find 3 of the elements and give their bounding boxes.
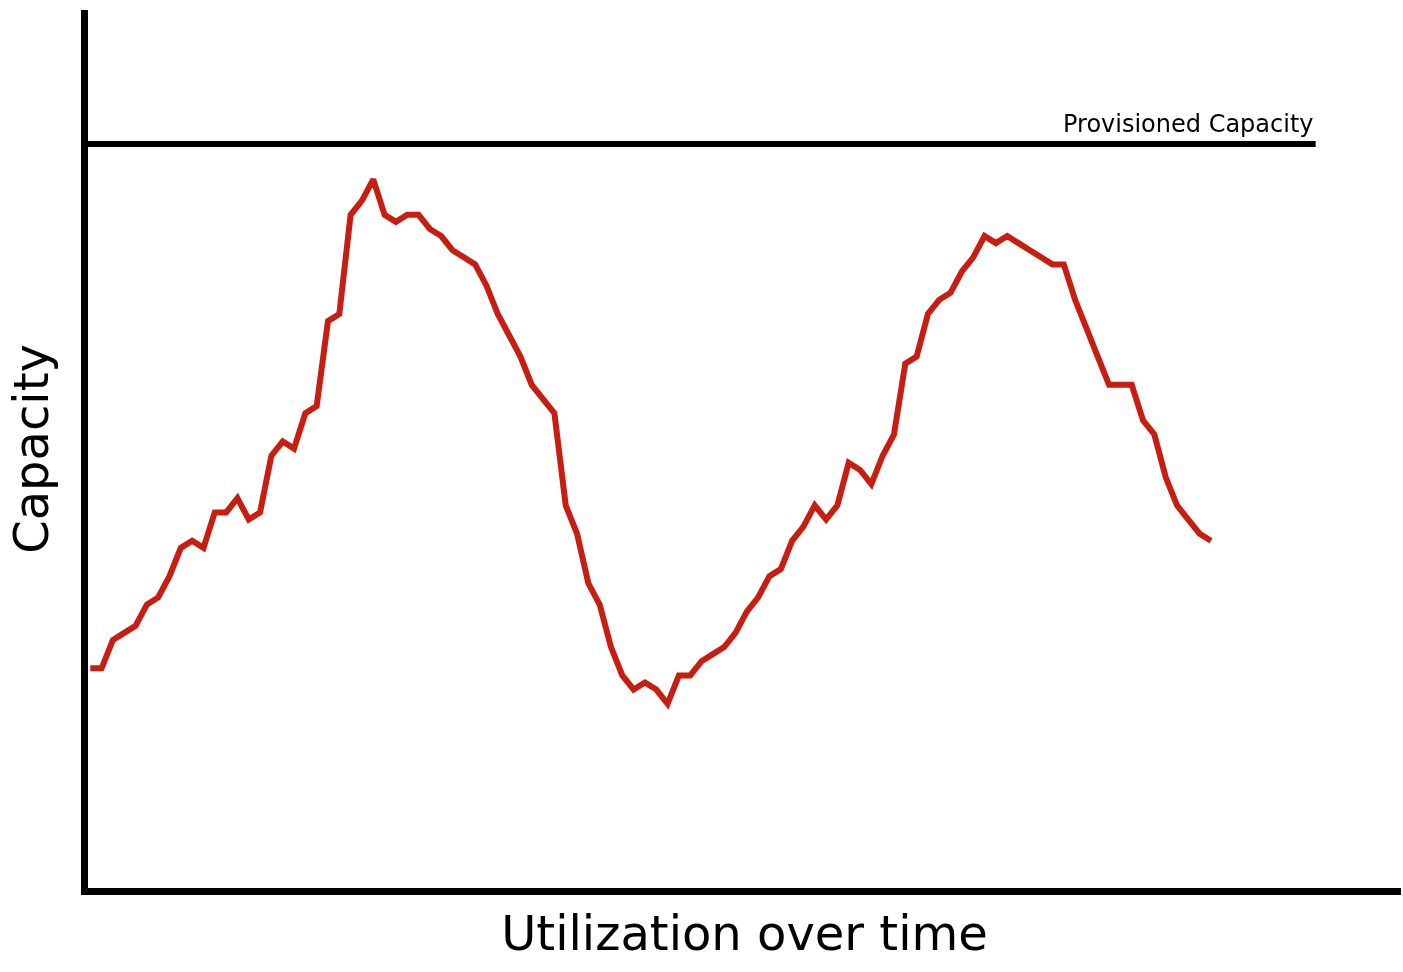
x-axis-title: Utilization over time	[501, 904, 988, 961]
ref-line-label: Provisioned Capacity	[1063, 110, 1314, 138]
y-axis-title: Capacity	[2, 344, 59, 554]
